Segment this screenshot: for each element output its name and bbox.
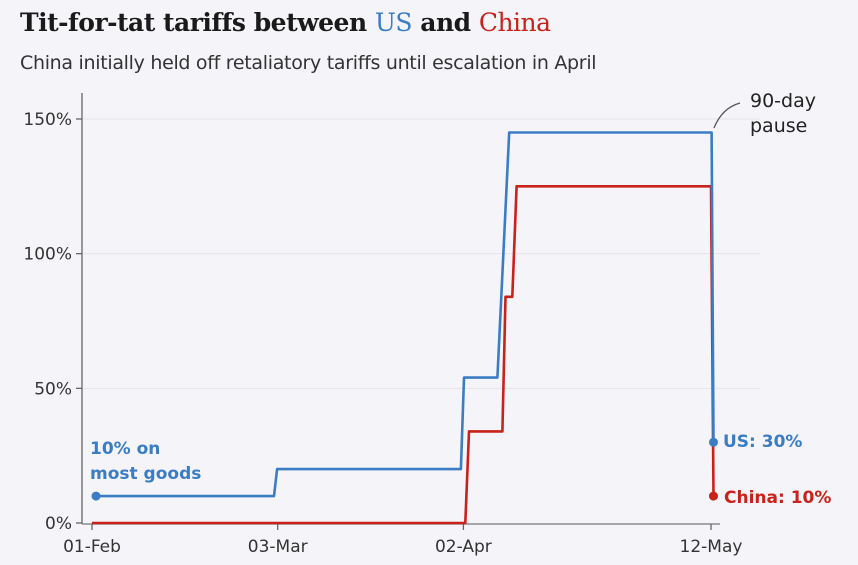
annotation-pause-line2: pause [750,115,807,137]
y-tick-label: 0% [45,514,72,534]
x-tick-label: 01-Feb [63,537,121,557]
chart-title: Tit-for-tat tariffs between US and China [20,8,551,37]
title-us: US [374,8,413,37]
y-tick-label: 100% [23,245,72,265]
series-line-us [92,131,715,498]
title-text: Tit-for-tat tariffs between [20,8,375,37]
annotation-us-end: US: 30% [723,432,802,452]
title-text-and: and [412,8,479,37]
x-tick-label: 12-May [680,537,743,557]
y-tick-label: 50% [34,379,72,399]
x-tick-label: 03-Mar [248,537,308,557]
chart-subtitle: China initially held off retaliatory tar… [20,52,597,74]
y-tick-label: 150% [23,110,72,130]
title-china: China [478,8,551,37]
pause-leader-line [713,102,741,129]
annotation-start-line1: 10% on [90,439,160,459]
x-tick-label: 02-Apr [435,537,492,557]
annotation-start-line2: most goods [90,464,201,484]
end-point-us [708,437,718,447]
end-point-china [708,491,718,501]
annotation-pause-line1: 90-day [750,90,816,112]
annotation-china-end: China: 10% [724,488,831,508]
series-line-china [92,185,715,525]
start-point-us [91,491,101,501]
